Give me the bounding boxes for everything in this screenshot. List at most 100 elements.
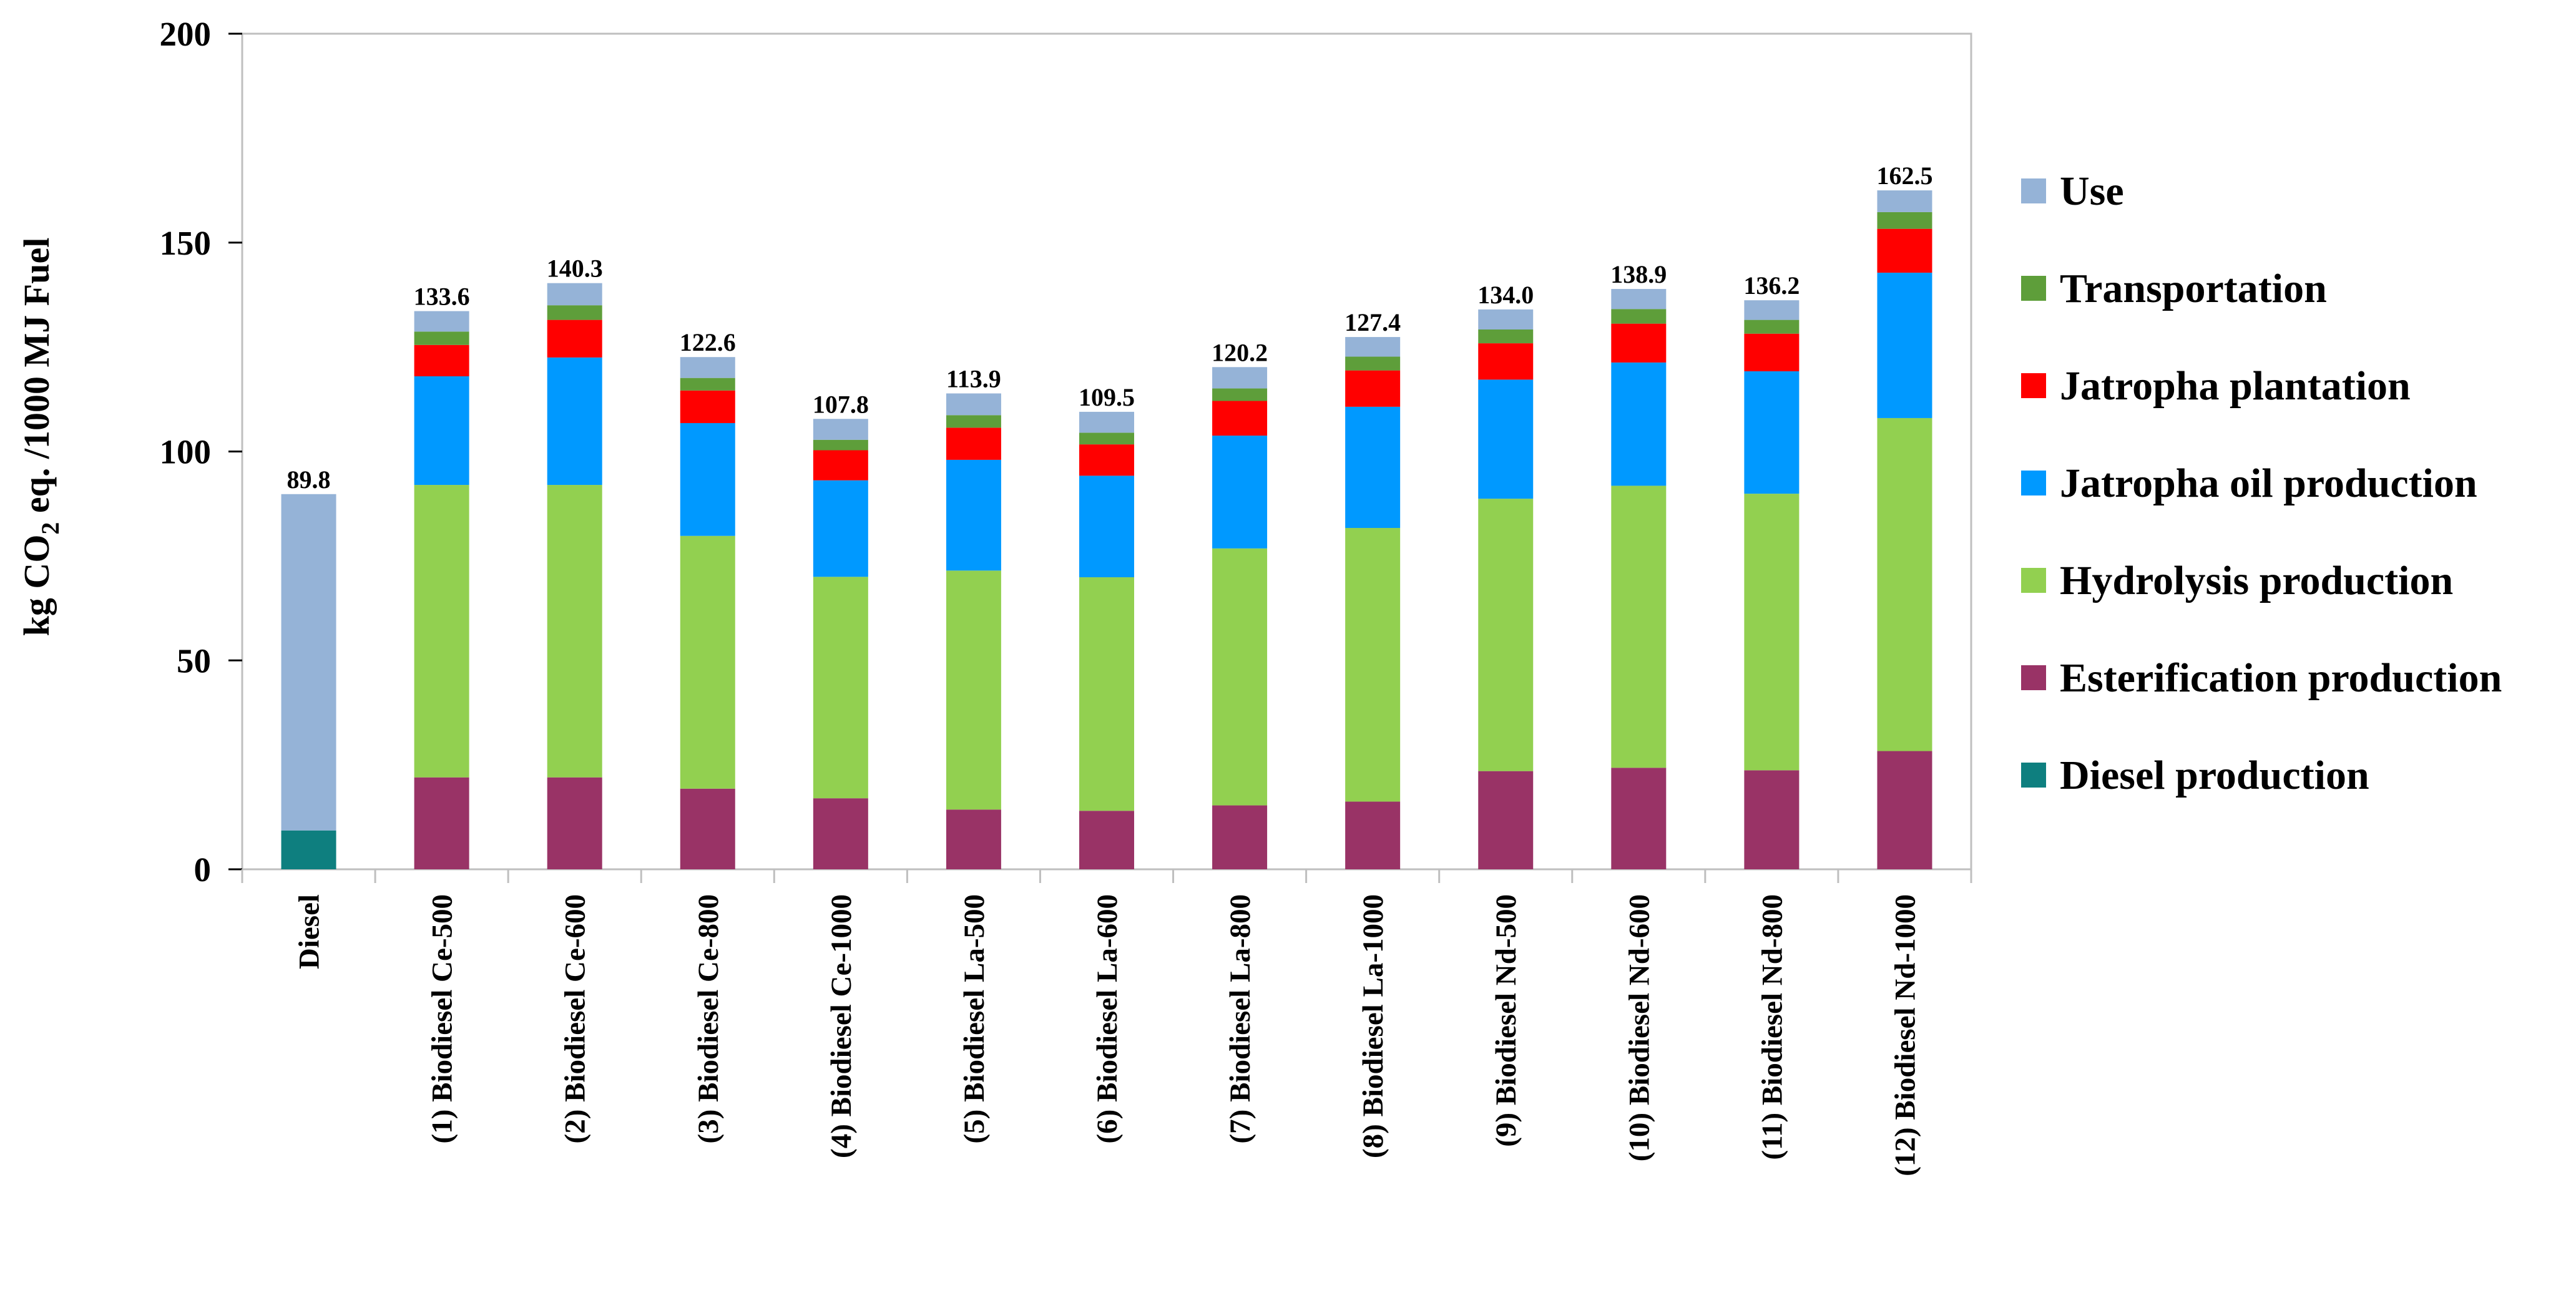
bar-segment-esterification-production <box>1478 771 1534 869</box>
bar-segment-esterification-production <box>1877 751 1932 869</box>
bar-stack <box>547 283 602 869</box>
bar-segment-jatropha-plantation <box>1877 228 1932 273</box>
bar-segment-use <box>1611 289 1667 310</box>
bar-segment-jatropha-plantation <box>1478 343 1534 380</box>
bar-segment-esterification-production <box>946 809 1001 869</box>
bar-stack <box>1744 300 1800 869</box>
total-data-label: 89.8 <box>287 466 331 494</box>
bar-segment-jatropha-plantation <box>1079 444 1134 476</box>
legend-item: Use <box>2021 168 2124 214</box>
legend-label: Transportation <box>2060 266 2327 311</box>
legend-swatch <box>2021 665 2046 690</box>
bar-segment-use <box>547 283 602 306</box>
y-axis-title: kg CO2 eq. /1000 MJ Fuel <box>16 238 64 637</box>
bar-segment-use <box>281 494 336 831</box>
legend-item: Esterification production <box>2021 655 2502 701</box>
legend-swatch <box>2021 471 2046 495</box>
bar-segment-hydrolysis-production <box>414 485 469 778</box>
legend-swatch <box>2021 276 2046 301</box>
x-category-label: (1) Biodiesel Ce-500 <box>426 894 459 1143</box>
x-category-label: (4) Biodiesel Ce-1000 <box>825 894 858 1158</box>
bar-segment-jatropha-oil-production <box>1345 406 1401 529</box>
legend-label: Jatropha plantation <box>2060 363 2411 409</box>
bar-segment-transportation <box>1212 388 1268 401</box>
bar-stack <box>813 419 868 869</box>
total-data-label: 162.5 <box>1876 162 1932 190</box>
legend: Use Transportation Jatropha plantation Jatr… <box>2021 168 2502 798</box>
y-axis-title-prefix: kg CO <box>16 535 57 637</box>
bar-stack <box>1212 367 1268 869</box>
x-category-label: (7) Biodiesel La-800 <box>1224 894 1256 1143</box>
bar-stack <box>1079 411 1134 869</box>
legend-item: Hydrolysis production <box>2021 558 2453 603</box>
bar-segment-hydrolysis-production <box>1478 499 1534 771</box>
bar-segment-diesel-production <box>281 830 336 869</box>
bar-segment-transportation <box>1345 356 1401 371</box>
bar-stack <box>1611 289 1667 869</box>
bar-stack <box>680 357 735 869</box>
bar-segment-transportation <box>946 415 1001 428</box>
bar-segment-jatropha-plantation <box>414 344 469 376</box>
bar-segment-transportation <box>414 331 469 345</box>
bar-segment-jatropha-plantation <box>547 320 602 358</box>
data-labels: 89.8 133.6 140.3 122.6 107.8 113.9 109.5 120.2 1… <box>287 162 1933 494</box>
bar-stack <box>1478 309 1534 869</box>
x-category-label: (5) Biodiesel La-500 <box>958 894 991 1143</box>
bar-segment-jatropha-oil-production <box>813 480 868 577</box>
y-axis-title-subscript: 2 <box>36 522 64 535</box>
x-category-label: (9) Biodiesel Nd-500 <box>1490 894 1522 1147</box>
bar-segment-esterification-production <box>547 777 602 869</box>
bar-stack <box>946 393 1001 869</box>
legend-label: Jatropha oil production <box>2060 461 2477 506</box>
bar-segment-esterification-production <box>680 788 735 869</box>
bar-segment-esterification-production <box>1212 805 1268 869</box>
bar-segment-use <box>1877 190 1932 212</box>
bar-segment-use <box>1744 300 1800 320</box>
y-tick-label: 150 <box>160 224 212 262</box>
bar-segment-jatropha-oil-production <box>1212 436 1268 549</box>
total-data-label: 113.9 <box>946 364 1001 393</box>
bar-segment-transportation <box>1079 432 1134 445</box>
y-tick-label: 0 <box>194 851 212 889</box>
bar-stack <box>281 494 336 869</box>
x-category-label: (2) Biodiesel Ce-600 <box>559 894 592 1143</box>
bars <box>281 190 1932 869</box>
bar-segment-hydrolysis-production <box>1345 528 1401 802</box>
y-axis-title-suffix: eq. /1000 MJ Fuel <box>16 238 57 522</box>
bar-segment-use <box>813 419 868 440</box>
x-category-label: (11) Biodiesel Nd-800 <box>1756 894 1788 1160</box>
bar-segment-transportation <box>1877 212 1932 229</box>
y-tick-label: 100 <box>160 433 212 471</box>
total-data-label: 134.0 <box>1477 281 1534 309</box>
bar-segment-use <box>946 393 1001 416</box>
legend-item: Jatropha oil production <box>2021 461 2477 506</box>
legend-label: Diesel production <box>2060 753 2369 798</box>
y-tick-label: 50 <box>177 642 211 680</box>
bar-segment-jatropha-plantation <box>1212 401 1268 436</box>
bar-segment-jatropha-oil-production <box>680 422 735 536</box>
legend-item: Jatropha plantation <box>2021 363 2411 409</box>
x-category-label: (3) Biodiesel Ce-800 <box>692 894 725 1143</box>
x-category-label: (6) Biodiesel La-600 <box>1091 894 1124 1143</box>
bar-segment-hydrolysis-production <box>1212 548 1268 806</box>
bar-segment-esterification-production <box>1744 770 1800 869</box>
bar-segment-hydrolysis-production <box>1079 577 1134 811</box>
x-category-label: (8) Biodiesel La-1000 <box>1357 894 1389 1158</box>
bar-segment-transportation <box>680 378 735 391</box>
x-axis: Diesel (1) Biodiesel Ce-500 (2) Biodiesel … <box>241 868 1972 1176</box>
bar-segment-transportation <box>1478 329 1534 344</box>
legend-item: Diesel production <box>2021 753 2369 798</box>
total-data-label: 127.4 <box>1344 308 1401 336</box>
bar-segment-jatropha-oil-production <box>414 376 469 486</box>
bar-segment-jatropha-oil-production <box>1877 272 1932 418</box>
bar-segment-jatropha-plantation <box>680 390 735 423</box>
legend-swatch <box>2021 178 2046 203</box>
bar-segment-hydrolysis-production <box>1611 486 1667 768</box>
total-data-label: 133.6 <box>414 283 470 311</box>
bar-segment-use <box>1212 367 1268 389</box>
bar-segment-esterification-production <box>1079 811 1134 869</box>
y-tick-label: 200 <box>160 15 212 53</box>
y-axis: 0 50 100 150 200 <box>160 15 242 889</box>
bar-stack <box>1345 337 1401 869</box>
